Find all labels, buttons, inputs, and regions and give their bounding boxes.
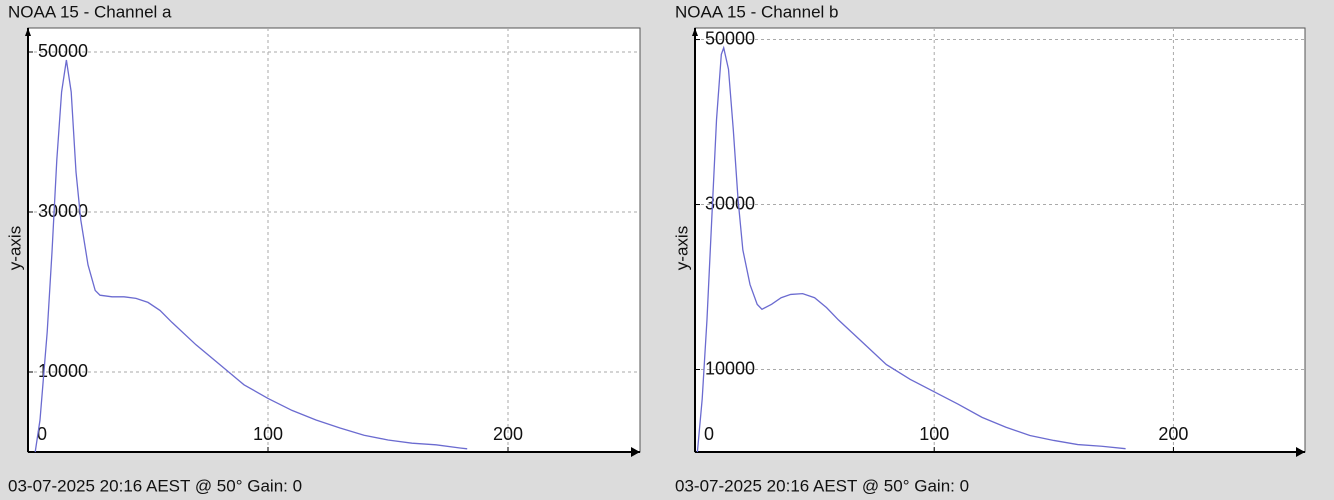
x-tick-label: 0 bbox=[704, 424, 714, 444]
y-axis-label: y-axis bbox=[672, 226, 691, 270]
chart-title: NOAA 15 - Channel b bbox=[675, 2, 838, 21]
axis-arrow bbox=[1296, 447, 1305, 457]
y-tick-label: 30000 bbox=[705, 193, 755, 213]
x-tick-label: 200 bbox=[493, 424, 523, 444]
plot-area bbox=[27, 27, 641, 453]
x-tick-label: 100 bbox=[919, 424, 949, 444]
axis-arrow bbox=[692, 28, 698, 36]
axis-arrow bbox=[631, 447, 640, 457]
caption: 03-07-2025 20:16 AEST @ 50° Gain: 0 bbox=[8, 476, 302, 495]
y-tick-label: 10000 bbox=[38, 361, 88, 381]
axis-arrow bbox=[25, 28, 31, 36]
chart-title: NOAA 15 - Channel a bbox=[8, 2, 172, 21]
y-tick-label: 50000 bbox=[38, 41, 88, 61]
y-axis-label: y-axis bbox=[5, 226, 24, 270]
y-tick-label: 50000 bbox=[705, 28, 755, 48]
y-tick-label: 10000 bbox=[705, 358, 755, 378]
x-tick-label: 200 bbox=[1158, 424, 1188, 444]
x-tick-label: 100 bbox=[253, 424, 283, 444]
y-tick-label: 30000 bbox=[38, 201, 88, 221]
x-tick-label: 0 bbox=[37, 424, 47, 444]
plot-area bbox=[694, 27, 1306, 453]
data-line bbox=[34, 59, 468, 453]
data-line bbox=[696, 45, 1126, 453]
caption: 03-07-2025 20:16 AEST @ 50° Gain: 0 bbox=[675, 476, 969, 495]
